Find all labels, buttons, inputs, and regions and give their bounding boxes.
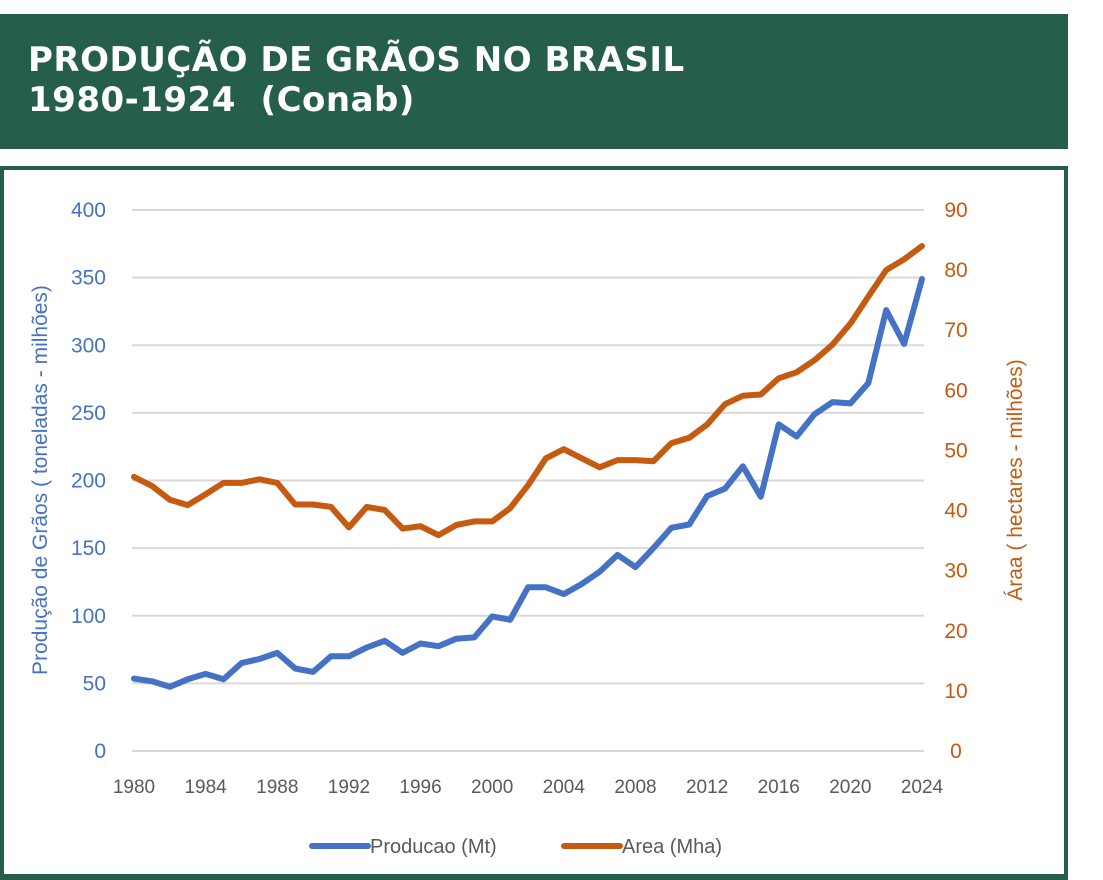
x-axis-ticks: 1980 1984 1988 1992 1996 2000 2004 2008 2012 2016… xyxy=(113,777,944,798)
right-tick-label: 90 xyxy=(944,199,967,222)
series-line-producao xyxy=(131,276,925,690)
legend-label-area: Area (Mha) xyxy=(622,836,722,858)
right-tick-label: 70 xyxy=(944,319,967,342)
x-tick-label: 2000 xyxy=(471,777,513,798)
left-tick-label: 100 xyxy=(71,605,106,628)
legend-label-producao: Producao (Mt) xyxy=(370,836,497,858)
x-tick-label: 2016 xyxy=(758,777,800,798)
title-banner: PRODUÇÃO DE GRÃOS NO BRASIL 1980-1924 (C… xyxy=(0,14,1068,149)
left-tick-label: 350 xyxy=(71,267,106,290)
x-tick-label: 1996 xyxy=(399,777,441,798)
x-tick-label: 1988 xyxy=(256,777,298,798)
x-tick-label: 2004 xyxy=(543,777,586,798)
left-tick-label: 150 xyxy=(71,537,106,560)
legend: Producao (Mt) Area (Mha) xyxy=(309,836,722,858)
left-tick-label: 200 xyxy=(71,470,106,493)
left-tick-label: 50 xyxy=(83,672,106,695)
left-axis-ticks: 0 50 100 150 200 250 300 350 400 xyxy=(71,199,106,763)
chart-frame xyxy=(0,166,1068,880)
right-tick-label: 20 xyxy=(944,620,967,643)
x-tick-label: 2008 xyxy=(614,777,656,798)
right-tick-label: 50 xyxy=(944,439,967,462)
left-axis-title: Produção de Grãos ( toneladas - milhões) xyxy=(29,285,52,675)
right-axis-title: Áraa ( hectares - milhões) xyxy=(1004,359,1027,601)
right-tick-label: 60 xyxy=(944,379,967,402)
x-tick-label: 2020 xyxy=(829,777,871,798)
series-line-area xyxy=(131,243,925,539)
right-tick-label: 30 xyxy=(944,560,967,583)
x-tick-label: 2012 xyxy=(686,777,728,798)
chart-title-line2: 1980-1924 (Conab) xyxy=(28,80,415,120)
x-tick-label: 1984 xyxy=(184,777,227,798)
left-tick-label: 0 xyxy=(94,740,106,763)
x-tick-label: 1980 xyxy=(113,777,155,798)
left-tick-label: 400 xyxy=(71,199,106,222)
right-tick-label: 0 xyxy=(950,740,962,763)
left-tick-label: 250 xyxy=(71,402,106,425)
left-tick-label: 300 xyxy=(71,334,106,357)
right-axis-ticks: 0 10 20 30 40 50 60 70 80 90 xyxy=(944,199,967,763)
right-tick-label: 10 xyxy=(944,680,967,703)
x-tick-label: 1992 xyxy=(328,777,370,798)
right-tick-label: 80 xyxy=(944,259,967,282)
series-lines xyxy=(131,243,925,690)
chart-title-line1: PRODUÇÃO DE GRÃOS NO BRASIL xyxy=(28,40,685,80)
right-tick-label: 40 xyxy=(944,500,967,523)
x-tick-label: 2024 xyxy=(901,777,944,798)
